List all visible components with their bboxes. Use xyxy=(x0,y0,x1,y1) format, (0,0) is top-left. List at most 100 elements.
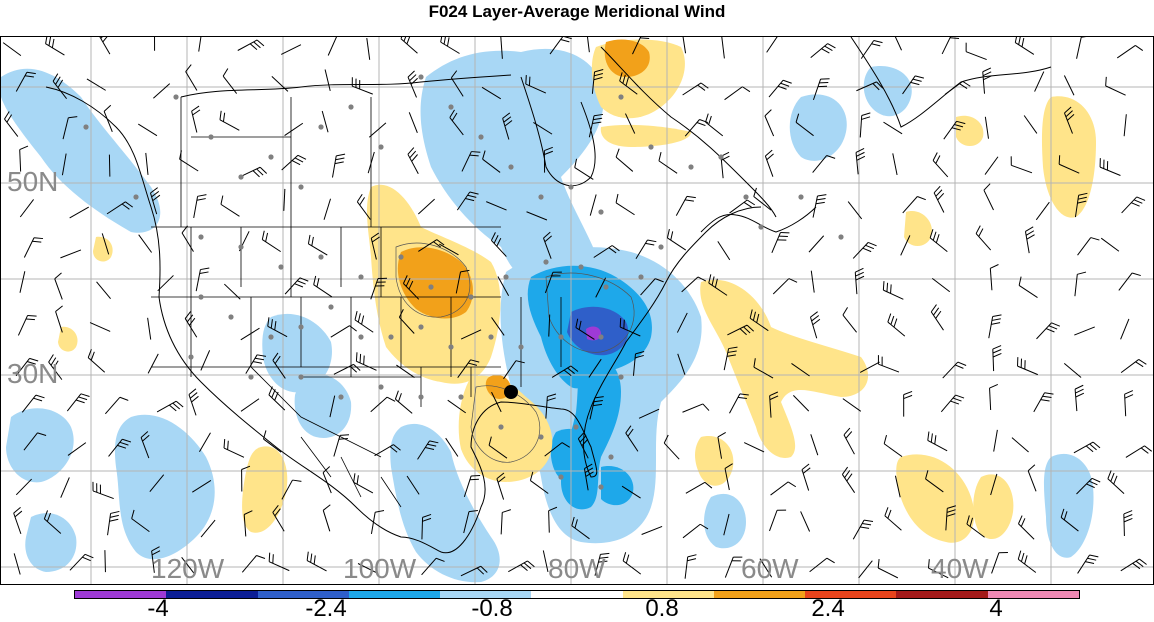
wind-barb xyxy=(370,277,388,300)
wind-barb xyxy=(724,86,751,101)
wind-barb xyxy=(149,474,165,493)
wind-barb xyxy=(1123,510,1133,536)
wind-barb xyxy=(447,399,467,414)
wind-barb xyxy=(583,463,594,491)
wind-barb xyxy=(666,229,687,251)
wind-barb xyxy=(640,278,664,296)
wind-barb xyxy=(615,193,635,216)
wind-barb xyxy=(402,275,420,300)
wind-barb xyxy=(1060,508,1079,532)
wind-barb xyxy=(370,510,385,535)
wind-barb xyxy=(107,510,120,536)
station-dot xyxy=(838,234,844,240)
wind-barb xyxy=(842,307,857,333)
wind-barb xyxy=(313,275,333,298)
station-dot xyxy=(718,154,724,160)
station-dot xyxy=(228,314,234,320)
wind-barb xyxy=(140,431,150,459)
wind-barb xyxy=(944,80,971,95)
wind-barb xyxy=(810,311,821,339)
wind-barb xyxy=(724,463,733,491)
coastline-labrador xyxy=(600,46,777,218)
station-dot xyxy=(298,324,304,330)
station-dot xyxy=(598,484,604,490)
wind-barb xyxy=(1027,464,1037,492)
station-dot xyxy=(508,164,514,170)
station-dot xyxy=(798,194,804,200)
wind-barb xyxy=(491,391,502,413)
wind-barb xyxy=(989,264,999,291)
wind-barb xyxy=(60,477,70,498)
wind-barb xyxy=(1116,45,1144,59)
wind-barb xyxy=(1121,196,1146,214)
wind-barb xyxy=(147,317,152,340)
wind-barb xyxy=(445,437,459,457)
wind-barb xyxy=(21,394,45,413)
wind-barb xyxy=(854,267,865,295)
wind-barb xyxy=(268,552,290,572)
wind-barb xyxy=(193,194,207,219)
wind-barb xyxy=(240,327,260,341)
lon-label-80w: 80W xyxy=(548,553,606,584)
wind-barb xyxy=(500,37,503,59)
wind-barb xyxy=(223,283,241,300)
wind-barb xyxy=(220,195,240,217)
wind-barb xyxy=(708,274,728,296)
wind-barb xyxy=(766,37,778,53)
wind-barb xyxy=(131,509,150,533)
wind-barb xyxy=(99,37,111,55)
wind-barb xyxy=(281,154,307,171)
colorbar-segment xyxy=(713,591,806,598)
wind-barb xyxy=(151,546,161,573)
shade-medium-blue-cuba xyxy=(601,466,634,506)
wind-barb xyxy=(490,232,507,257)
wind-barb xyxy=(307,234,328,256)
wind-barb xyxy=(323,198,332,220)
wind-barb xyxy=(406,475,420,495)
wind-barb xyxy=(984,116,989,139)
station-dot xyxy=(578,264,584,270)
wind-barb xyxy=(658,152,678,174)
colorbar xyxy=(74,590,1080,599)
lon-label-40w: 40W xyxy=(931,553,989,584)
wind-barb xyxy=(684,554,697,579)
wind-barb xyxy=(103,104,113,132)
wind-barb xyxy=(992,345,1002,372)
wind-barb xyxy=(943,120,966,140)
wind-barb xyxy=(855,147,866,175)
wind-barb xyxy=(625,425,639,452)
wind-barb xyxy=(241,465,251,492)
wind-barb xyxy=(23,432,47,451)
wind-barb xyxy=(903,390,913,417)
wind-barb xyxy=(975,225,992,251)
shade-yellow-atlantic-c xyxy=(973,474,1014,540)
wind-barb xyxy=(1076,477,1101,495)
wind-barb xyxy=(322,504,331,532)
shade-yellow-small-3 xyxy=(93,236,113,262)
wind-barb xyxy=(486,201,507,211)
wind-barb xyxy=(1034,71,1045,92)
shade-yellow-small-4 xyxy=(58,326,78,352)
station-dot xyxy=(458,394,464,400)
contour-midwest xyxy=(395,242,471,318)
wind-barb xyxy=(181,557,196,576)
wind-barb xyxy=(1036,322,1061,340)
station-dot xyxy=(648,144,654,150)
wind-barb xyxy=(551,365,579,378)
wind-barb xyxy=(932,152,949,178)
shade-light-blue-atlantic-ne xyxy=(789,94,847,161)
wind-barb xyxy=(96,281,111,300)
shade-yellow-atlantic-s xyxy=(896,454,975,543)
wind-barb xyxy=(529,471,549,494)
wind-barb xyxy=(13,506,23,535)
colorbar-label-2-4: 2.4 xyxy=(811,595,845,622)
station-dot xyxy=(558,474,564,480)
wind-barb xyxy=(847,201,863,220)
wind-barb xyxy=(147,353,159,374)
wind-barb xyxy=(185,64,198,91)
wind-barb xyxy=(641,526,663,535)
station-dot xyxy=(558,334,564,340)
station-dot xyxy=(83,124,89,130)
wind-barb xyxy=(1018,515,1035,540)
lon-label-120w: 120W xyxy=(151,553,225,584)
